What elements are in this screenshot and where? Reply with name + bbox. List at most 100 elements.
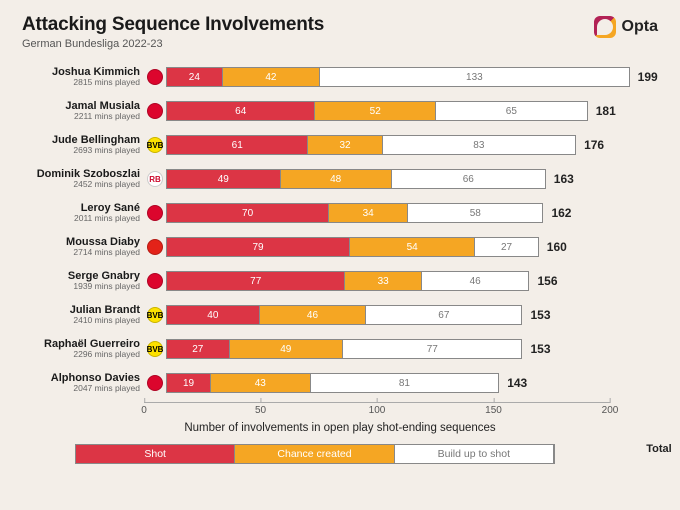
bar-total: 162 — [551, 206, 571, 220]
plot-area: 645265 181 — [166, 94, 658, 128]
player-mins: 2047 mins played — [22, 384, 140, 393]
player-row: Alphonso Davies2047 mins played194381143 — [22, 366, 658, 400]
player-row: Jude Bellingham2693 mins playedBVB613283… — [22, 128, 658, 162]
player-mins: 2296 mins played — [22, 350, 140, 359]
club-badge-icon — [147, 239, 163, 255]
player-mins: 2815 mins played — [22, 78, 140, 87]
legend-chance: Chance created — [235, 445, 394, 463]
player-row: Dominik Szoboszlai2452 mins playedRB4948… — [22, 162, 658, 196]
club-badge-icon — [147, 103, 163, 119]
player-row: Julian Brandt2410 mins playedBVB40466715… — [22, 298, 658, 332]
x-tick: 50 — [255, 403, 266, 416]
stacked-bar: 404667 — [166, 305, 522, 325]
player-label: Jude Bellingham2693 mins played — [22, 134, 144, 155]
club-badge-icon — [147, 69, 163, 85]
bar-segment-buildup: 66 — [392, 170, 545, 188]
x-tick: 0 — [141, 403, 147, 416]
bar-segment-shot: 64 — [167, 102, 315, 120]
player-mins: 2410 mins played — [22, 316, 140, 325]
bar-segment-shot: 70 — [167, 204, 329, 222]
bar-segment-shot: 77 — [167, 272, 345, 290]
bar-segment-buildup: 27 — [475, 238, 538, 256]
player-mins: 2211 mins played — [22, 112, 140, 121]
club-badge-col — [144, 205, 166, 221]
player-mins: 2011 mins played — [22, 214, 140, 223]
bar-total: 143 — [507, 376, 527, 390]
legend: Shot Chance created Build up to shot — [75, 444, 555, 464]
stacked-bar: 795427 — [166, 237, 539, 257]
bar-segment-buildup: 67 — [366, 306, 521, 324]
x-tick: 150 — [485, 403, 502, 416]
bar-segment-chance: 42 — [223, 68, 320, 86]
player-row: Raphaël Guerreiro2296 mins playedBVB2749… — [22, 332, 658, 366]
stacked-bar: 494866 — [166, 169, 546, 189]
bar-segment-shot: 49 — [167, 170, 281, 188]
x-axis-label: Number of involvements in open play shot… — [0, 422, 680, 434]
plot-area: 274977 153 — [166, 332, 658, 366]
header: Attacking Sequence Involvements German B… — [0, 0, 680, 54]
stacked-bar: 274977 — [166, 339, 522, 359]
club-badge-icon: BVB — [147, 137, 163, 153]
plot-area: 613283 176 — [166, 128, 658, 162]
club-badge-col — [144, 69, 166, 85]
player-label: Raphaël Guerreiro2296 mins played — [22, 338, 144, 359]
plot-area: 404667 153 — [166, 298, 658, 332]
bar-segment-chance: 33 — [345, 272, 421, 290]
bar-segment-shot: 27 — [167, 340, 230, 358]
player-mins: 2452 mins played — [22, 180, 140, 189]
bar-segment-buildup: 83 — [383, 136, 575, 154]
player-label: Moussa Diaby2714 mins played — [22, 236, 144, 257]
club-badge-icon: RB — [147, 171, 163, 187]
bar-total: 176 — [584, 138, 604, 152]
club-badge-col: BVB — [144, 341, 166, 357]
club-badge-col: RB — [144, 171, 166, 187]
bar-segment-shot: 19 — [167, 374, 211, 392]
club-badge-col — [144, 103, 166, 119]
stacked-bar: 2442133 — [166, 67, 630, 87]
player-row: Joshua Kimmich2815 mins played2442133199 — [22, 60, 658, 94]
legend-total: Total — [630, 443, 680, 455]
club-badge-col — [144, 239, 166, 255]
bar-total: 160 — [547, 240, 567, 254]
player-mins: 1939 mins played — [22, 282, 140, 291]
bar-segment-shot: 40 — [167, 306, 260, 324]
x-tick: 100 — [369, 403, 386, 416]
club-badge-col — [144, 273, 166, 289]
club-badge-icon: BVB — [147, 307, 163, 323]
player-label: Jamal Musiala2211 mins played — [22, 100, 144, 121]
plot-area: 773346156 — [166, 264, 658, 298]
bar-segment-chance: 52 — [315, 102, 436, 120]
bar-segment-chance: 43 — [211, 374, 311, 392]
bar-chart: Joshua Kimmich2815 mins played2442133199… — [0, 54, 680, 400]
plot-area: 795427 160 — [166, 230, 658, 264]
club-badge-icon — [147, 273, 163, 289]
bar-total: 181 — [596, 104, 616, 118]
club-badge-icon: BVB — [147, 341, 163, 357]
bar-total: 153 — [530, 342, 550, 356]
legend-shot: Shot — [76, 445, 235, 463]
bar-segment-buildup: 65 — [436, 102, 587, 120]
stacked-bar: 613283 — [166, 135, 576, 155]
club-badge-col: BVB — [144, 137, 166, 153]
bar-total: 163 — [554, 172, 574, 186]
plot-area: 703458162 — [166, 196, 658, 230]
player-row: Serge Gnabry1939 mins played773346156 — [22, 264, 658, 298]
bar-total: 199 — [638, 70, 658, 84]
player-label: Leroy Sané2011 mins played — [22, 202, 144, 223]
legend-buildup: Build up to shot — [395, 445, 554, 463]
bar-segment-shot: 24 — [167, 68, 223, 86]
player-row: Leroy Sané2011 mins played 703458162 — [22, 196, 658, 230]
bar-segment-chance: 48 — [281, 170, 392, 188]
player-mins: 2714 mins played — [22, 248, 140, 257]
plot-area: 494866 163 — [166, 162, 658, 196]
bar-segment-chance: 46 — [260, 306, 367, 324]
bar-total: 153 — [530, 308, 550, 322]
bar-segment-shot: 61 — [167, 136, 308, 154]
bar-segment-buildup: 77 — [343, 340, 521, 358]
bar-total: 156 — [537, 274, 557, 288]
bar-segment-buildup: 133 — [320, 68, 629, 86]
player-row: Moussa Diaby2714 mins played 795427 160 — [22, 230, 658, 264]
chart-subtitle: German Bundesliga 2022-23 — [22, 38, 324, 50]
player-label: Dominik Szoboszlai2452 mins played — [22, 168, 144, 189]
bar-segment-chance: 32 — [308, 136, 382, 154]
